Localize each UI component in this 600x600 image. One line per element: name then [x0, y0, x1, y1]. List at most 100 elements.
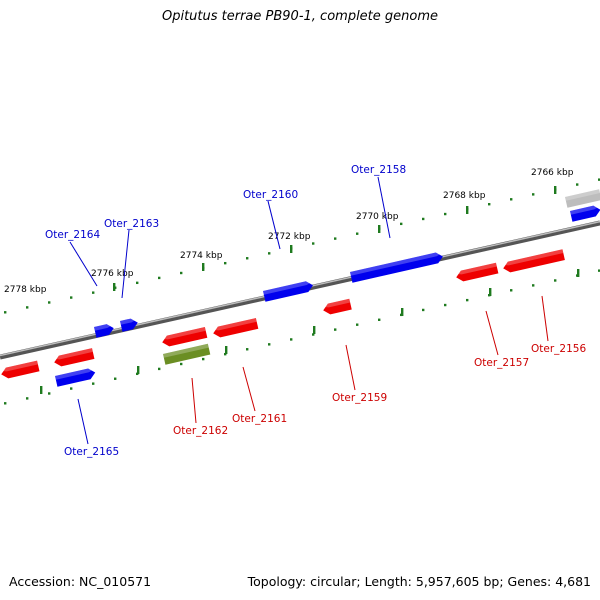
major-tick — [577, 269, 580, 277]
leader-line — [121, 229, 130, 299]
tick-dot — [114, 377, 117, 380]
tick-dot — [356, 323, 359, 326]
gene-feature[interactable] — [0, 360, 40, 380]
scale-label: 2770 kbp — [356, 212, 399, 222]
tick-dot — [4, 402, 7, 405]
tick-dot — [598, 178, 600, 181]
genome-title: Opitutus terrae PB90-1, complete genome — [161, 9, 439, 24]
major-tick — [313, 326, 316, 334]
major-tick — [489, 288, 492, 296]
tick-dot — [180, 362, 183, 366]
tick-dot — [202, 357, 205, 361]
lower-tick-track — [4, 269, 600, 405]
partial-gene-feature[interactable] — [565, 189, 600, 208]
leader-line — [242, 366, 256, 412]
gene-feature[interactable] — [570, 204, 600, 222]
gene-oter-2164[interactable] — [94, 323, 115, 338]
gene-oter-2156[interactable] — [502, 249, 565, 273]
gene-oter-2163[interactable] — [120, 317, 139, 332]
gene-oter-2158[interactable] — [350, 251, 444, 283]
tick-dot — [422, 217, 425, 221]
gene-oter-2162[interactable] — [161, 327, 208, 348]
tick-dot — [136, 281, 139, 285]
gene-label[interactable]: Oter_2158 — [351, 164, 406, 176]
scale-label: 2774 kbp — [180, 251, 223, 261]
leader-line — [69, 241, 98, 287]
tick-dot — [268, 343, 271, 346]
tick-dot — [48, 392, 51, 395]
upper-tick-track — [4, 178, 600, 314]
major-tick — [378, 225, 381, 233]
tick-dot — [466, 298, 469, 302]
scale-label: 2766 kbp — [531, 168, 574, 178]
tick-dot — [422, 308, 425, 312]
tick-dot — [312, 242, 315, 245]
tick-dot — [510, 289, 513, 292]
gene-label[interactable]: Oter_2159 — [332, 392, 387, 404]
tick-dot — [70, 387, 73, 390]
gene-oter-2165[interactable] — [55, 367, 96, 387]
gene-label[interactable]: Oter_2164 — [45, 229, 100, 241]
tick-dot — [92, 291, 95, 294]
tick-dot — [532, 193, 535, 196]
major-tick — [113, 283, 116, 291]
gene-label[interactable]: Oter_2157 — [474, 357, 529, 369]
tick-dot — [268, 252, 271, 255]
gene-label[interactable]: Oter_2162 — [173, 425, 228, 437]
gene-label[interactable]: Oter_2161 — [232, 413, 287, 425]
leader-line — [345, 344, 356, 391]
scale-label: 2778 kbp — [4, 285, 47, 295]
tick-dot — [158, 276, 161, 280]
tick-dot — [290, 338, 293, 341]
tick-dot — [444, 212, 447, 216]
tick-dot — [224, 352, 227, 356]
gene-label[interactable]: Oter_2156 — [531, 343, 586, 355]
tick-dot — [158, 367, 161, 371]
major-tick — [290, 245, 293, 253]
major-tick — [466, 206, 469, 214]
major-tick — [401, 308, 404, 316]
tick-dot — [312, 333, 315, 336]
scale-labels: 2766 kbp 2768 kbp 2770 kbp 2772 kbp 2774 kbp… — [4, 168, 574, 295]
major-tick — [137, 366, 140, 374]
gene-oter-2161[interactable] — [212, 318, 259, 339]
leader-line — [541, 295, 549, 342]
leader-line — [191, 377, 197, 424]
tick-dot — [246, 348, 249, 351]
scale-label: 2772 kbp — [268, 232, 311, 242]
gene-label[interactable]: Oter_2165 — [64, 446, 119, 458]
rna-feature[interactable] — [163, 343, 211, 365]
gene-label[interactable]: Oter_2160 — [243, 189, 298, 201]
tick-dot — [92, 382, 95, 385]
major-tick — [202, 263, 205, 271]
tick-dot — [26, 306, 29, 309]
gene-leader-lines — [69, 176, 549, 445]
gene-features — [0, 189, 600, 387]
major-tick — [225, 346, 228, 354]
tick-dot — [26, 397, 29, 400]
tick-dot — [510, 198, 513, 201]
tick-dot — [334, 328, 337, 331]
tick-dot — [378, 318, 381, 321]
tick-dot — [356, 232, 359, 235]
scale-label: 2776 kbp — [91, 269, 134, 279]
tick-dot — [554, 279, 557, 282]
accession-label: Accession: NC_010571 — [9, 574, 152, 589]
gene-feature[interactable] — [53, 348, 95, 368]
leader-line — [77, 398, 89, 445]
tick-dot — [576, 183, 579, 186]
gene-oter-2160[interactable] — [263, 280, 314, 302]
genome-summary: Topology: circular; Length: 5,957,605 bp… — [247, 574, 591, 589]
tick-dot — [532, 284, 535, 287]
gene-oter-2157[interactable] — [455, 262, 499, 283]
tick-dot — [598, 269, 600, 272]
major-tick — [40, 386, 43, 394]
gene-oter-2159[interactable] — [322, 298, 352, 316]
tick-dot — [334, 237, 337, 240]
tick-dot — [4, 311, 7, 314]
tick-dot — [180, 271, 183, 275]
tick-dot — [70, 296, 73, 299]
leader-line — [485, 310, 499, 356]
gene-label[interactable]: Oter_2163 — [104, 218, 159, 230]
